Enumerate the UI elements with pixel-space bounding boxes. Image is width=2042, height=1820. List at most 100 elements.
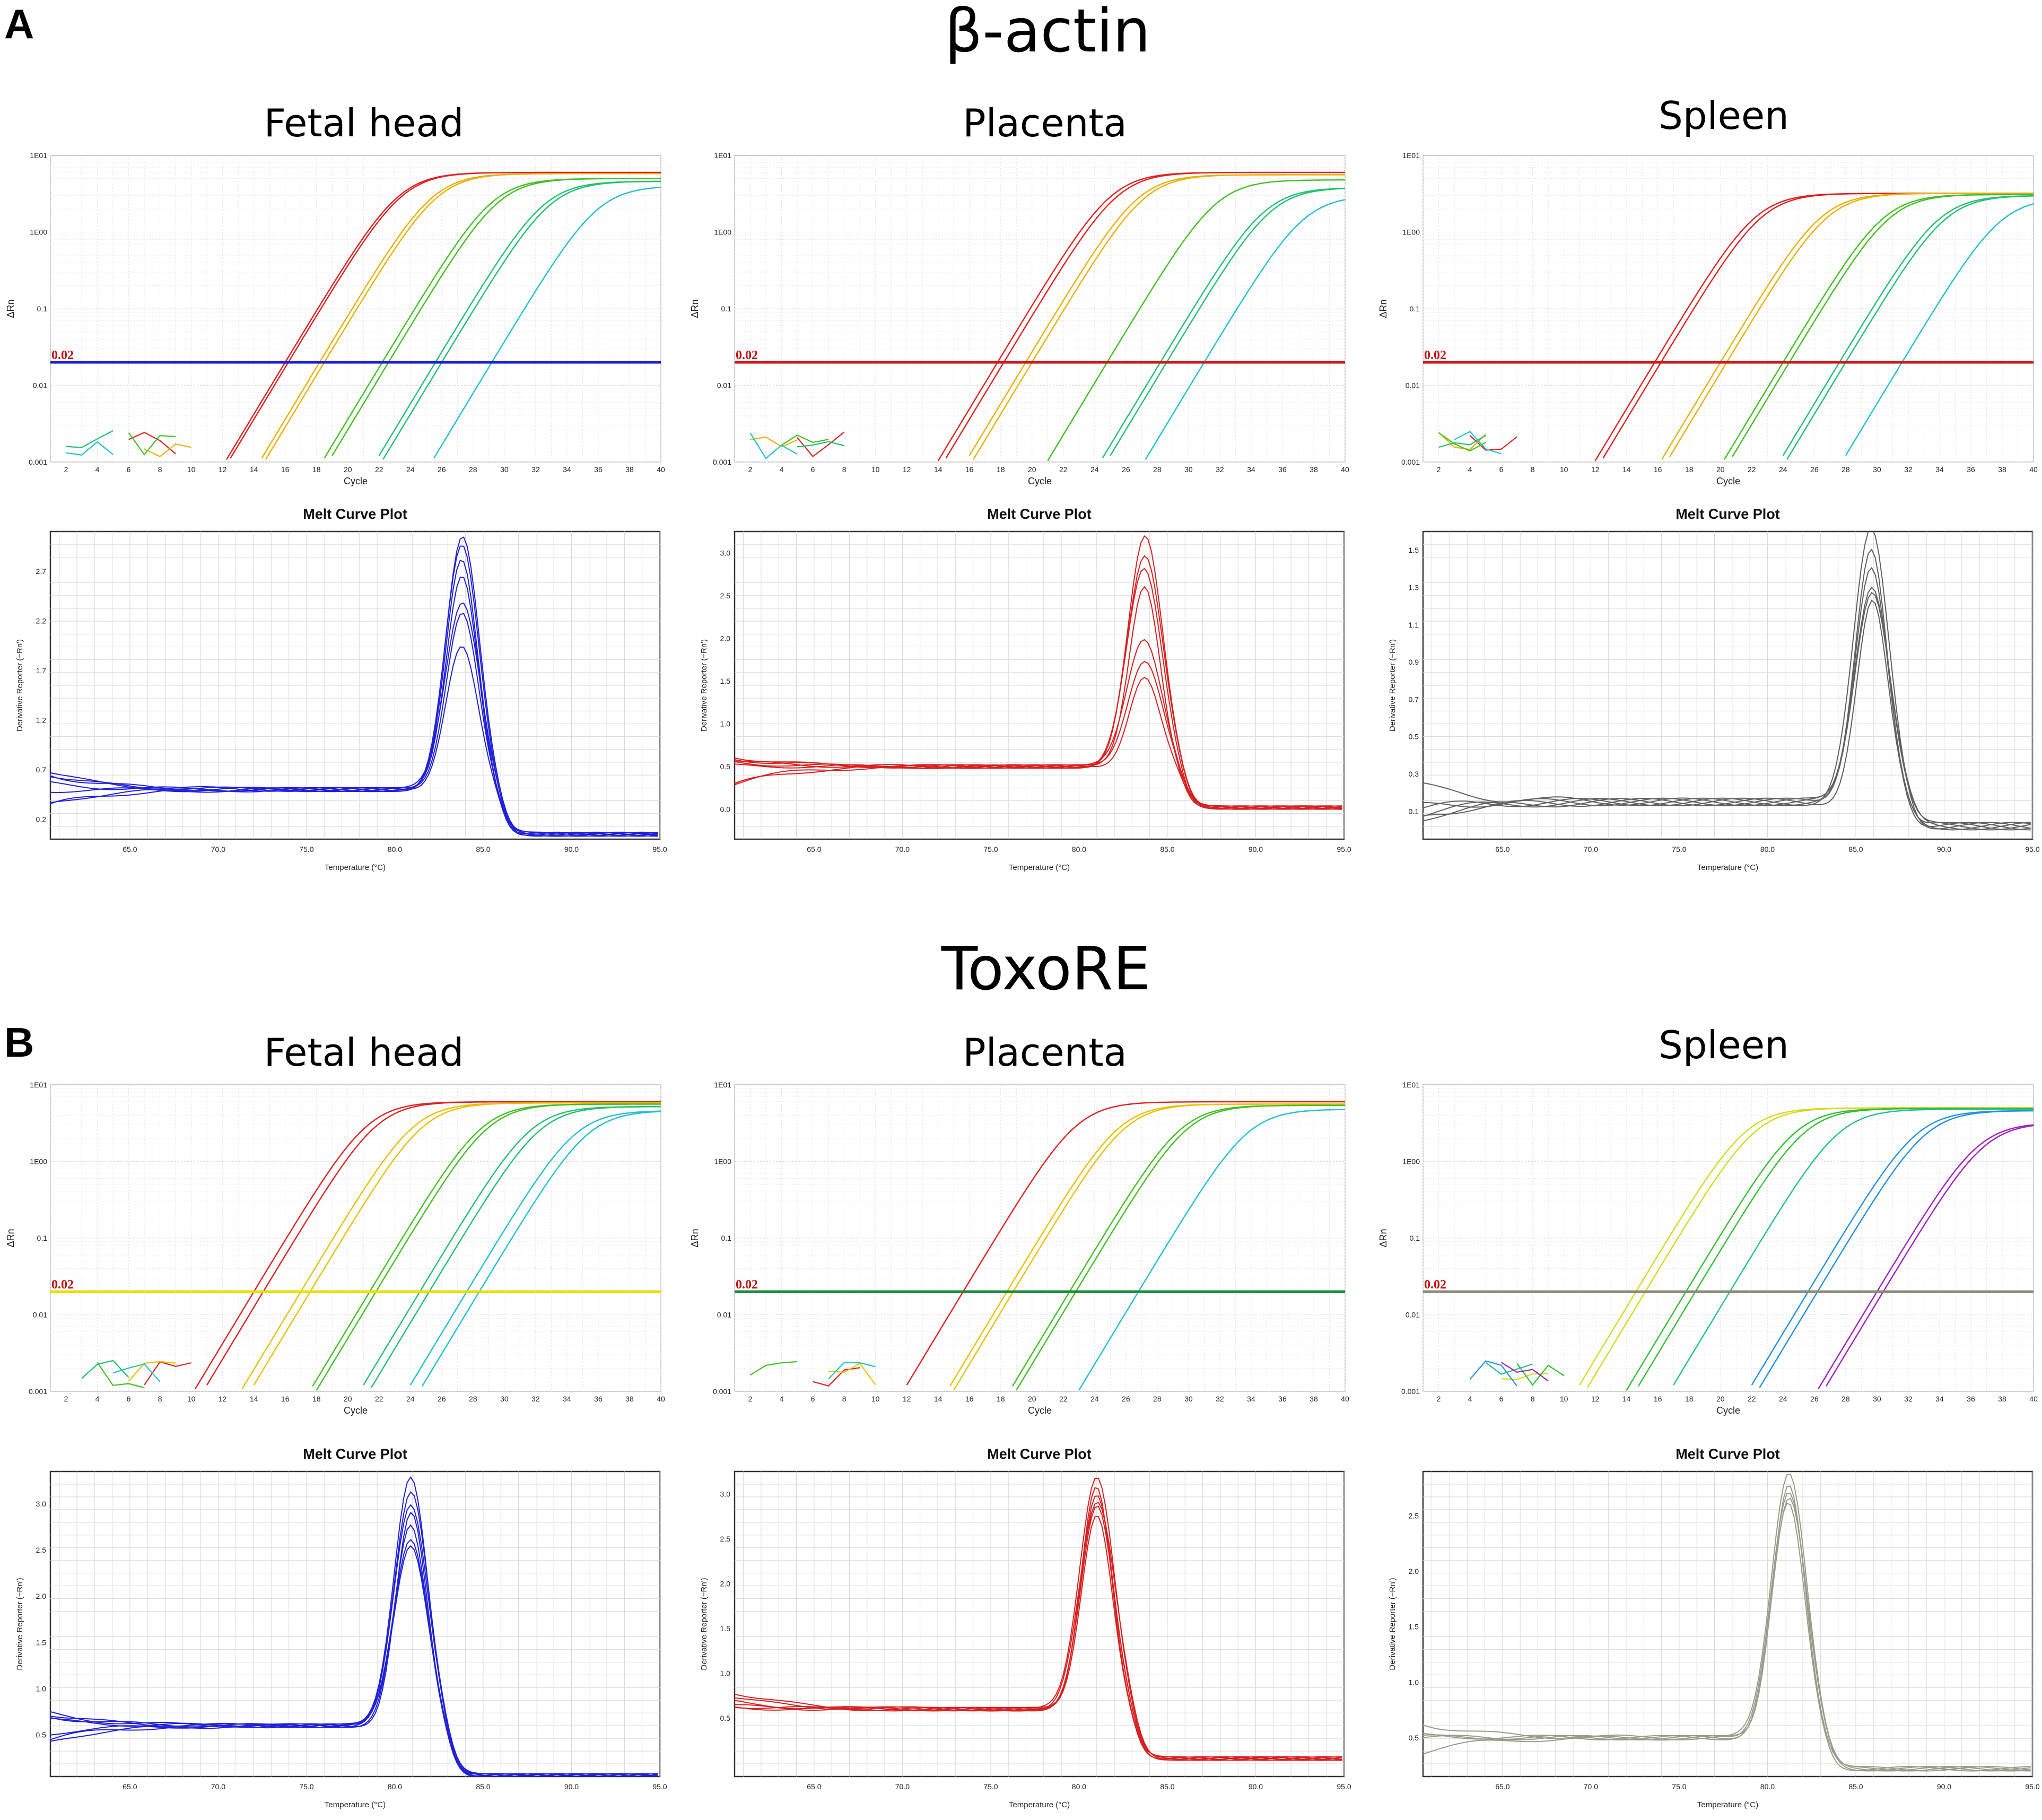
baseline-noise-series-4: [797, 441, 844, 448]
x-tick-label: 12: [903, 1395, 911, 1403]
y-tick-label: 0.1: [721, 304, 732, 313]
amplification-curve-series-5: [1825, 1125, 2034, 1387]
baseline-noise-series-4: [1469, 1360, 1517, 1387]
threshold-label: 0.02: [736, 349, 758, 362]
amplification-curve-series-2: [1637, 1108, 2034, 1387]
y-axis-label: ΔRn: [690, 1229, 700, 1247]
y-tick-label: 0.1: [37, 304, 48, 313]
melt-curve-7: [735, 676, 1342, 810]
y-tick-label: 2.7: [36, 567, 47, 576]
melt-curve-6: [735, 1516, 1342, 1761]
x-tick-label: 10: [871, 1395, 880, 1403]
y-tick-label: 0.7: [36, 765, 47, 774]
y-tick-label: 1E01: [30, 1081, 47, 1089]
amplification-curve-series-2: [265, 173, 661, 460]
x-tick-label: 36: [594, 1395, 603, 1403]
x-tick-label: 10: [187, 1395, 196, 1403]
amplification-curve-series-5: [1845, 203, 2034, 456]
x-tick-label: 14: [250, 465, 258, 474]
y-tick-label: 0.01: [33, 381, 47, 390]
tissue-title-a-placenta: Placenta: [963, 101, 1127, 145]
x-tick-label: 4: [780, 1395, 784, 1403]
x-tick-label: 16: [1654, 465, 1662, 474]
y-tick-label: 0.3: [1409, 770, 1419, 778]
x-tick-label: 20: [1716, 1395, 1725, 1403]
x-tick-label: 40: [2029, 465, 2038, 474]
x-tick-label: 30: [500, 1395, 509, 1403]
y-tick-label: 1E00: [1402, 1157, 1420, 1166]
x-tick-label: 6: [811, 1395, 815, 1403]
x-tick-label: 30: [500, 465, 509, 474]
x-tick-label: 38: [1998, 1395, 2006, 1403]
tissue-title-a-spleen: Spleen: [1659, 93, 1789, 138]
x-tick-label: 65.0: [123, 845, 137, 854]
x-tick-label: 90.0: [564, 845, 579, 854]
amplification-curve-series-1: [906, 1101, 1345, 1386]
melt-curve-plot-a-placenta: Melt Curve Plot 65.0 70.0 75.0 80.0 85.0 90.0 9…: [700, 506, 1351, 872]
y-tick-label: 0.5: [1409, 1734, 1419, 1742]
y-tick-label: 1.5: [720, 1624, 731, 1633]
y-tick-label: 0.01: [1406, 381, 1420, 390]
melt-curves: [1423, 1473, 2031, 1772]
x-tick-label: 24: [1090, 465, 1099, 474]
x-tick-label: 80.0: [388, 845, 402, 854]
x-tick-label: 20: [1716, 465, 1725, 474]
x-tick-label: 24: [406, 465, 415, 474]
x-tick-label: 20: [1028, 465, 1036, 474]
y-axis-label: Derivative Reporter (−Rn'): [15, 639, 24, 732]
y-tick-label: 1.0: [720, 720, 731, 728]
x-tick-label: 65.0: [1495, 845, 1509, 854]
melt-curve-7: [50, 1545, 658, 1777]
amplification-curve-series-5: [1145, 199, 1346, 460]
y-tick-label: 1.3: [1409, 583, 1419, 591]
melt-curve-7: [50, 646, 658, 837]
x-tick-label: 30: [1184, 1395, 1193, 1403]
melt-curve-title: Melt Curve Plot: [987, 506, 1092, 522]
plot-area: [50, 155, 661, 463]
x-tick-label: 22: [1059, 465, 1068, 474]
amplification-curve-series-1: [945, 171, 1345, 459]
x-tick-label: 6: [811, 465, 815, 474]
y-tick-label: 0.001: [1401, 1387, 1420, 1396]
y-tick-label: 0.001: [29, 1387, 47, 1396]
x-axis-label: Cycle: [1716, 476, 1740, 486]
y-tick-label: 2.0: [720, 634, 731, 642]
x-axis-label: Temperature (°C): [1697, 1800, 1758, 1809]
amplification-curve-series-5: [1818, 1124, 2034, 1389]
melt-curve-2: [1423, 1485, 2031, 1772]
x-tick-label: 26: [1122, 1395, 1130, 1403]
y-tick-label: 0.5: [1409, 733, 1419, 741]
x-tick-label: 2: [64, 465, 68, 474]
y-tick-label: 1E01: [714, 1081, 731, 1089]
x-tick-label: 90.0: [1937, 1782, 1951, 1791]
x-tick-label: 70.0: [1584, 1782, 1598, 1791]
melt-curve-5: [50, 602, 658, 837]
x-tick-label: 90.0: [1249, 1782, 1263, 1791]
x-tick-label: 30: [1184, 465, 1193, 474]
amplification-curve-series-4: [1759, 1110, 2034, 1388]
x-tick-label: 32: [531, 1395, 540, 1403]
threshold-label: 0.02: [736, 1278, 758, 1292]
y-tick-label: 1.0: [720, 1669, 731, 1678]
x-tick-label: 26: [1122, 465, 1130, 474]
y-tick-label: 0.001: [713, 1387, 731, 1396]
baseline-noise-series-3: [749, 1361, 798, 1376]
x-tick-label: 95.0: [1337, 1782, 1351, 1791]
x-tick-label: 34: [563, 1395, 571, 1403]
y-tick-label: 0.001: [29, 458, 47, 466]
plot-area: [734, 155, 1346, 463]
amplification-curve-series-4: [1782, 195, 2034, 456]
baseline-noise-series-1: [813, 1367, 860, 1387]
y-tick-label: 0.1: [1410, 1234, 1420, 1242]
y-tick-label: 1E00: [30, 1157, 47, 1166]
baseline-noise-series-3: [1438, 432, 1486, 452]
amplification-curve-series-2: [973, 174, 1345, 460]
x-tick-label: 8: [1531, 1395, 1535, 1403]
x-tick-label: 6: [127, 465, 131, 474]
amplification-curve-series-1: [1586, 1107, 2034, 1388]
y-axis-label: ΔRn: [1378, 299, 1389, 318]
x-axis-label: Temperature (°C): [325, 863, 386, 872]
threshold-label: 0.02: [1424, 1278, 1446, 1292]
baseline-noise-series-2: [828, 1362, 876, 1386]
baseline-noise-series-5: [66, 441, 114, 456]
